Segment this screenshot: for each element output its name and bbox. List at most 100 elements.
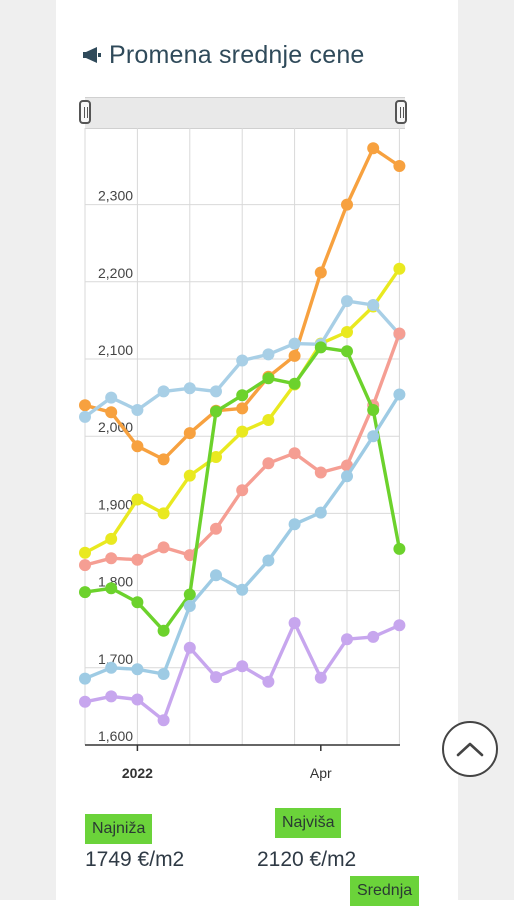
data-point [341, 198, 353, 211]
data-point [262, 554, 275, 567]
series-5 [79, 388, 406, 685]
data-point [210, 451, 222, 463]
min-price-badge: Najniža [85, 814, 153, 844]
data-point [236, 354, 249, 367]
chart-title: Promena srednje cene [109, 40, 365, 69]
data-point [288, 337, 301, 350]
data-point [105, 661, 118, 674]
data-point [367, 630, 380, 643]
data-point [341, 459, 353, 472]
data-point [367, 299, 380, 311]
x-tick-label: 2022 [122, 765, 153, 781]
data-point [131, 493, 144, 506]
data-point [288, 617, 301, 629]
data-point [183, 469, 196, 482]
data-point [314, 506, 327, 519]
data-point [236, 402, 249, 415]
y-tick-label: 1,900 [98, 496, 133, 512]
data-point [105, 391, 118, 404]
data-point [314, 466, 327, 479]
min-price-value: 1749 €/m2 [85, 848, 185, 871]
chevron-up-icon [456, 742, 484, 757]
data-point [393, 262, 406, 275]
megaphone-icon [83, 47, 101, 63]
data-point [79, 672, 91, 685]
avg-price-badge: Srednja [350, 876, 420, 906]
data-point [131, 663, 144, 676]
max-price-value: 2120 €/m2 [257, 848, 357, 871]
range-handle-right[interactable] [395, 100, 407, 124]
data-point [157, 453, 170, 466]
data-point [393, 388, 406, 401]
data-point [183, 588, 196, 601]
series-4 [79, 341, 406, 637]
left-margin [0, 0, 56, 900]
data-point [157, 507, 170, 520]
data-point [236, 389, 249, 402]
data-point [157, 668, 170, 680]
data-point [105, 532, 118, 545]
data-point [131, 693, 144, 706]
data-point [210, 671, 222, 684]
data-point [210, 522, 222, 535]
data-point [236, 484, 249, 497]
x-axis-ticks: 2022 Apr [122, 745, 332, 781]
data-point [341, 633, 353, 646]
data-point [262, 675, 275, 688]
chart-series [79, 142, 406, 727]
data-point [210, 385, 222, 398]
data-point [393, 542, 406, 555]
chart-grid [84, 128, 400, 746]
y-tick-label: 1,700 [98, 651, 133, 667]
data-point [79, 695, 91, 708]
data-point [131, 440, 144, 453]
data-point [262, 348, 275, 361]
range-navigator[interactable] [85, 97, 405, 129]
data-point [341, 326, 353, 338]
data-point [105, 582, 118, 595]
x-tick-label: Apr [310, 765, 332, 781]
scroll-to-top-button[interactable] [442, 721, 498, 777]
data-point [79, 399, 91, 412]
data-point [183, 427, 196, 440]
data-point [262, 457, 275, 470]
data-point [157, 624, 170, 637]
data-point [210, 405, 222, 418]
series-6 [79, 617, 406, 727]
data-point [157, 541, 170, 554]
data-point [393, 160, 406, 172]
data-point [341, 345, 353, 358]
data-point [79, 546, 91, 559]
data-point [105, 552, 118, 565]
series-2 [79, 295, 406, 423]
data-point [131, 404, 144, 416]
data-point [262, 414, 275, 426]
data-point [236, 660, 249, 673]
data-point [105, 690, 118, 703]
data-point [236, 425, 249, 438]
data-point [79, 559, 91, 572]
data-point [288, 377, 301, 390]
y-tick-label: 2,100 [98, 342, 133, 358]
data-point [393, 327, 406, 340]
data-point [367, 404, 380, 416]
data-point [314, 341, 327, 354]
data-point [236, 583, 249, 596]
chart-header: Promena srednje cene [82, 38, 365, 72]
y-tick-label: 2,300 [98, 188, 133, 204]
data-point [105, 406, 118, 419]
data-point [314, 671, 327, 684]
range-handle-left[interactable] [79, 100, 91, 124]
data-point [157, 714, 170, 727]
data-point [314, 266, 327, 279]
y-tick-label: 1,600 [98, 728, 133, 744]
data-point [367, 142, 380, 155]
content-card [56, 0, 458, 900]
data-point [288, 447, 301, 460]
data-point [183, 549, 196, 562]
data-point [210, 569, 222, 582]
data-point [183, 382, 196, 395]
data-point [131, 596, 144, 609]
